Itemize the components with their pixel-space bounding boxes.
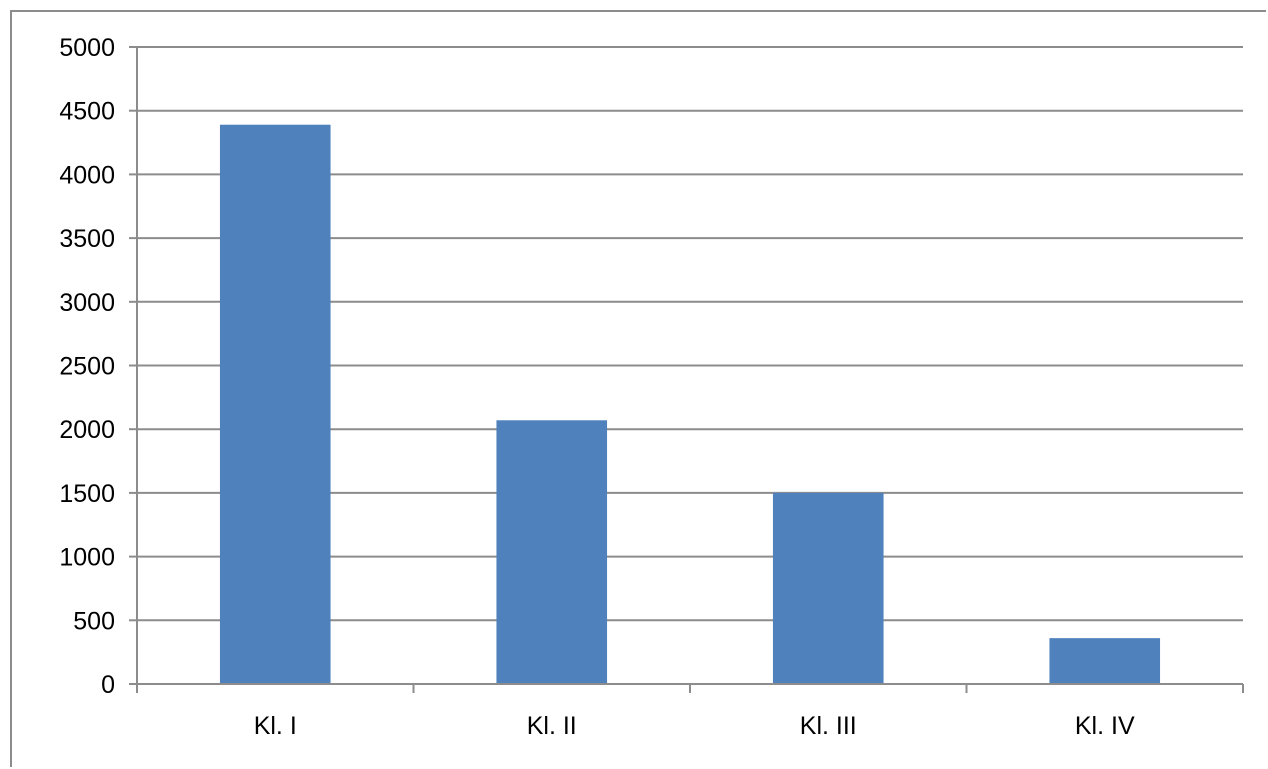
x-tick-labels: Kl. I Kl. II Kl. III Kl. IV <box>254 712 1135 740</box>
x-tick-label: Kl. II <box>527 712 577 740</box>
y-tick-label: 3000 <box>59 289 115 317</box>
bar-1 <box>219 124 331 685</box>
axes <box>129 46 1244 693</box>
x-tick-label: Kl. III <box>800 712 857 740</box>
bar-3 <box>772 492 884 684</box>
y-tick-labels: 0 500 1000 1500 2000 2500 3000 3500 4000 4500 5000 <box>59 34 115 699</box>
bar-2 <box>496 420 608 684</box>
y-tick-label: 2500 <box>59 353 115 381</box>
y-tick-label: 4000 <box>59 161 115 189</box>
bar-4 <box>1049 638 1161 684</box>
y-tick-label: 4500 <box>59 98 115 126</box>
y-tick-label: 5000 <box>59 34 115 62</box>
y-tick-label: 3500 <box>59 225 115 253</box>
y-tick-label: 1000 <box>59 544 115 572</box>
y-tick-label: 1500 <box>59 480 115 508</box>
y-tick-label: 500 <box>73 607 115 635</box>
y-tick-label: 2000 <box>59 416 115 444</box>
x-tick-label: Kl. I <box>254 712 297 740</box>
x-tick-label: Kl. IV <box>1075 712 1135 740</box>
bars <box>219 124 1161 685</box>
y-tick-label: 0 <box>101 671 115 699</box>
